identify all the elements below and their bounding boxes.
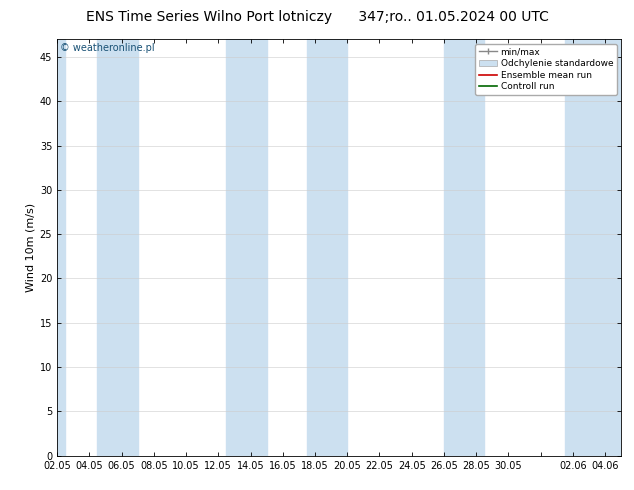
Text: © weatheronline.pl: © weatheronline.pl: [60, 43, 155, 53]
Y-axis label: Wind 10m (m/s): Wind 10m (m/s): [25, 203, 36, 292]
Bar: [565, 39, 621, 456]
Text: ENS Time Series Wilno Port lotniczy      347;ro.. 01.05.2024 00 UTC: ENS Time Series Wilno Port lotniczy 347;…: [86, 10, 548, 24]
Bar: [444, 39, 484, 456]
Bar: [98, 39, 138, 456]
Legend: min/max, Odchylenie standardowe, Ensemble mean run, Controll run: min/max, Odchylenie standardowe, Ensembl…: [476, 44, 617, 95]
Bar: [57, 39, 65, 456]
Bar: [307, 39, 347, 456]
Bar: [226, 39, 267, 456]
